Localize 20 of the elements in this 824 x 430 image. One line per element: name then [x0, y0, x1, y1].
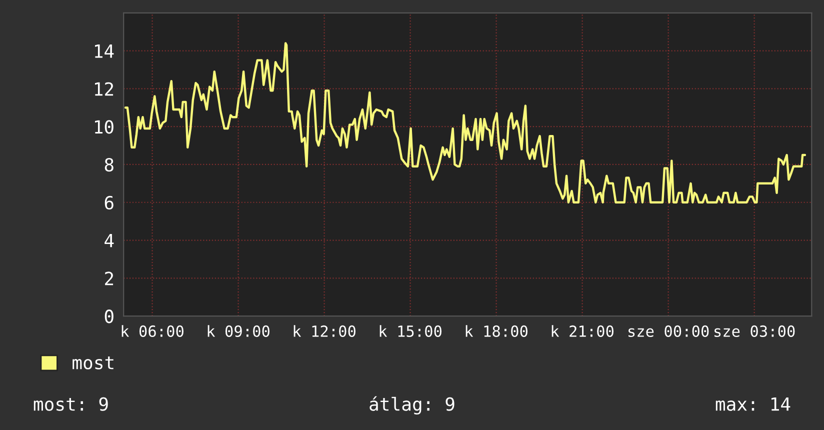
y-tick-label: 14: [95, 44, 114, 58]
text: átlag: 9: [370, 396, 454, 415]
y-tick-label: 10: [95, 120, 114, 134]
y-tick-label: 12: [95, 82, 114, 96]
x-tick-label: k 18:00: [466, 325, 528, 337]
y-tick-label: 2: [105, 272, 114, 286]
x-tick-label: k 15:00: [380, 325, 442, 337]
x-tick-label: k 12:00: [294, 325, 356, 337]
y-tick-label: 8: [104, 158, 114, 172]
y-tick-label: 0: [104, 310, 114, 324]
y-tick-label: 6: [104, 196, 114, 210]
text: max: 14: [716, 397, 790, 411]
x-tick-label: sze 03:00: [714, 325, 795, 337]
y-tick-label: 4: [104, 234, 114, 248]
x-tick-label: k 06:00: [122, 325, 184, 337]
text: most: 9: [34, 397, 108, 411]
x-tick-label: sze 00:00: [628, 325, 709, 337]
x-tick-label: k 09:00: [208, 325, 270, 337]
x-tick-label: k 21:00: [552, 325, 614, 337]
legend-label: most: [72, 356, 114, 370]
